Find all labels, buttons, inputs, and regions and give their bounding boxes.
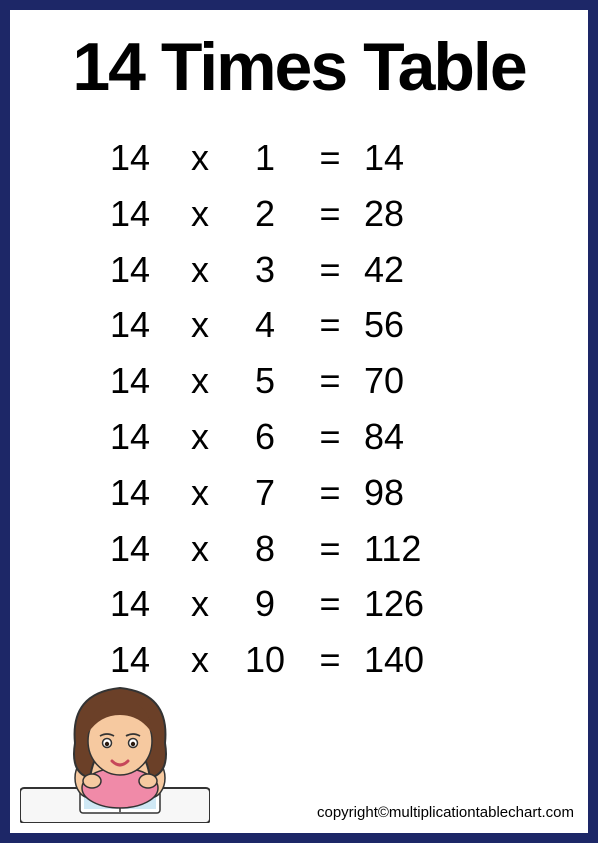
factor-cell: 8 [230,521,300,577]
factor-cell: 3 [230,242,300,298]
equals-cell: = [300,353,360,409]
operator-cell: x [170,465,230,521]
table-row: 14x5=70 [90,353,518,409]
multiplicand-cell: 14 [90,409,170,465]
result-cell: 126 [360,576,460,632]
multiplicand-cell: 14 [90,465,170,521]
multiplicand-cell: 14 [90,521,170,577]
multiplicand-cell: 14 [90,130,170,186]
factor-cell: 9 [230,576,300,632]
equals-cell: = [300,186,360,242]
result-cell: 112 [360,521,460,577]
multiplicand-cell: 14 [90,297,170,353]
equals-cell: = [300,632,360,688]
equals-cell: = [300,576,360,632]
operator-cell: x [170,409,230,465]
equals-cell: = [300,242,360,298]
multiplicand-cell: 14 [90,576,170,632]
table-row: 14x7=98 [90,465,518,521]
multiplicand-cell: 14 [90,353,170,409]
equals-cell: = [300,130,360,186]
result-cell: 84 [360,409,460,465]
result-cell: 140 [360,632,460,688]
equals-cell: = [300,521,360,577]
operator-cell: x [170,353,230,409]
table-row: 14x3=42 [90,242,518,298]
factor-cell: 6 [230,409,300,465]
table-row: 14x2=28 [90,186,518,242]
factor-cell: 4 [230,297,300,353]
operator-cell: x [170,576,230,632]
factor-cell: 1 [230,130,300,186]
result-cell: 28 [360,186,460,242]
table-row: 14x1=14 [90,130,518,186]
table-row: 14x9=126 [90,576,518,632]
times-table: 14x1=1414x2=2814x3=4214x4=5614x5=7014x6=… [10,130,588,688]
girl-reading-illustration-icon [20,673,210,823]
result-cell: 42 [360,242,460,298]
equals-cell: = [300,465,360,521]
factor-cell: 5 [230,353,300,409]
factor-cell: 7 [230,465,300,521]
table-row: 14x6=84 [90,409,518,465]
table-row: 14x4=56 [90,297,518,353]
page-title: 14 Times Table [10,10,588,106]
poster-frame: 14 Times Table 14x1=1414x2=2814x3=4214x4… [0,0,598,843]
operator-cell: x [170,242,230,298]
multiplicand-cell: 14 [90,242,170,298]
factor-cell: 2 [230,186,300,242]
result-cell: 14 [360,130,460,186]
copyright-text: copyright©multiplicationtablechart.com [317,804,574,821]
table-row: 14x8=112 [90,521,518,577]
factor-cell: 10 [230,632,300,688]
operator-cell: x [170,521,230,577]
multiplicand-cell: 14 [90,186,170,242]
equals-cell: = [300,297,360,353]
result-cell: 56 [360,297,460,353]
operator-cell: x [170,297,230,353]
operator-cell: x [170,186,230,242]
equals-cell: = [300,409,360,465]
operator-cell: x [170,130,230,186]
result-cell: 98 [360,465,460,521]
result-cell: 70 [360,353,460,409]
